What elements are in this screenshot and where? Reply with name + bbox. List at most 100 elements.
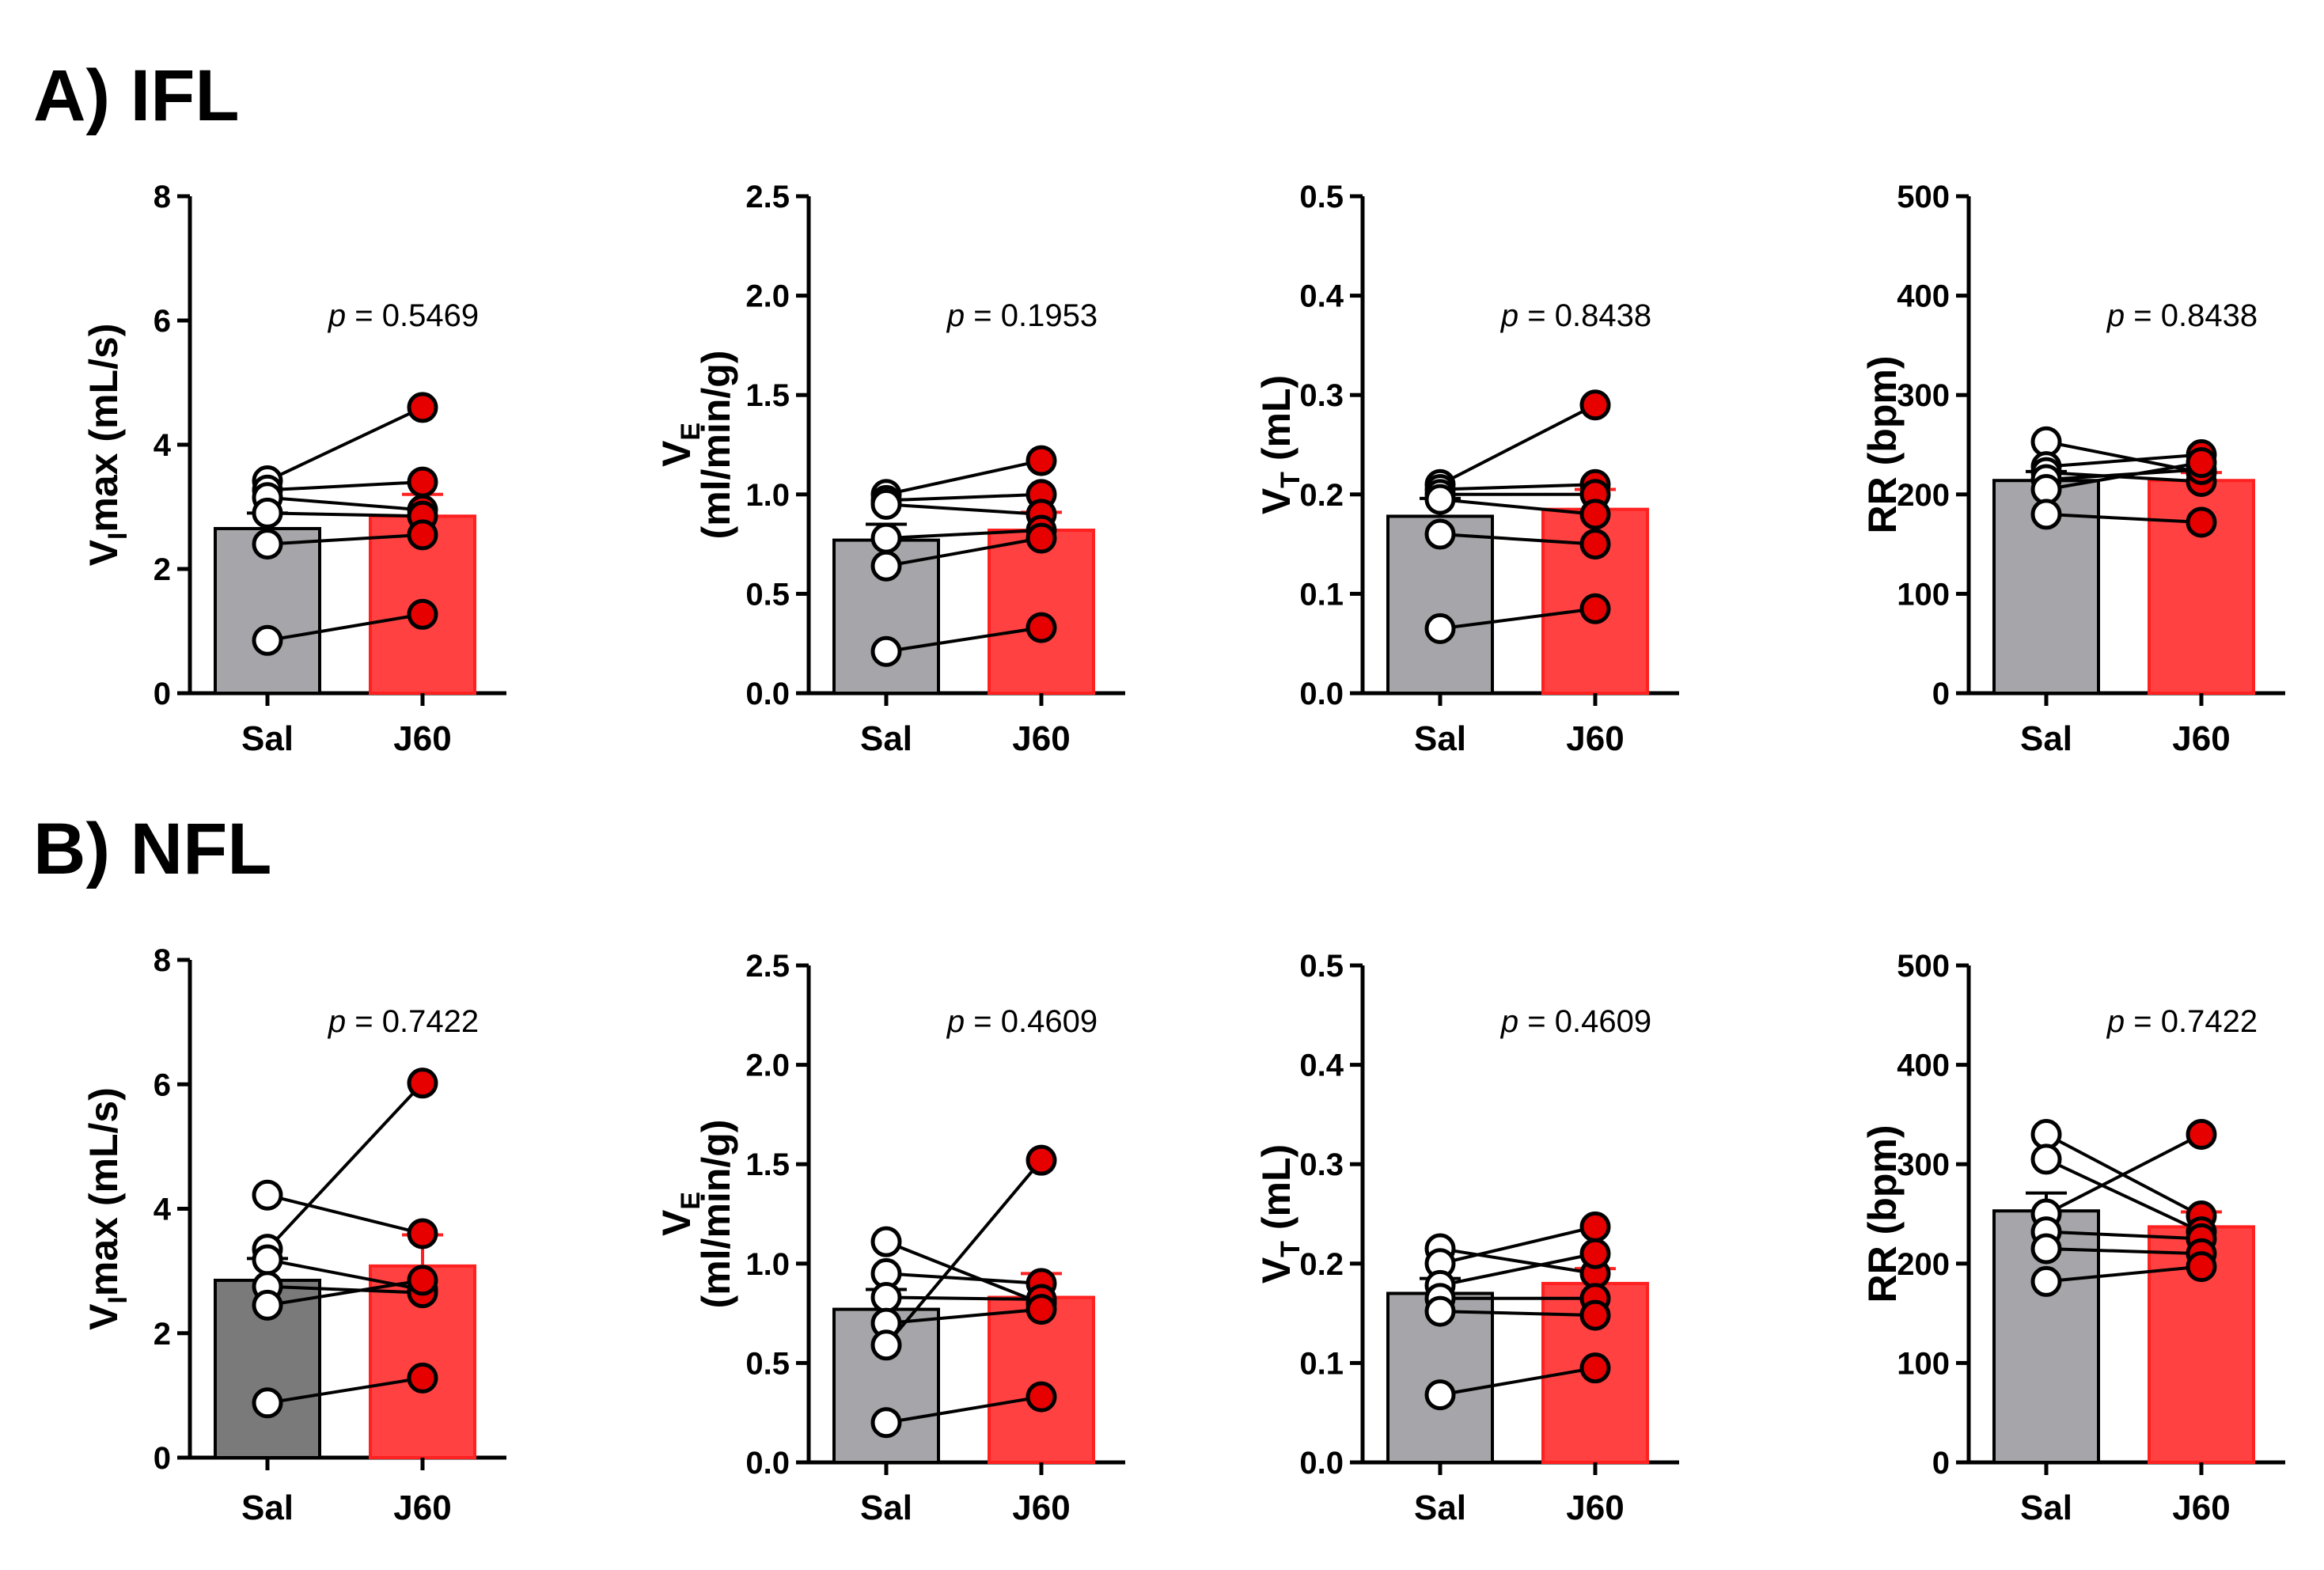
- y-axis-label: VT (mL): [1254, 1144, 1306, 1284]
- category-label: Sal: [241, 1488, 294, 1527]
- y-axis-label-sub: E: [676, 1192, 706, 1210]
- pair-line: [267, 1193, 423, 1235]
- p-value-number: = 0.1953: [965, 298, 1098, 333]
- y-tick-label: 1.0: [745, 478, 790, 513]
- y-tick-label: 0.5: [745, 1346, 790, 1381]
- pair-line: [1439, 607, 1596, 631]
- point-sal: [2030, 1233, 2062, 1265]
- y-tick-label: 1.0: [745, 1247, 790, 1282]
- y-tick-label: 6: [154, 304, 171, 339]
- y-tick-label: 0.3: [1299, 1147, 1344, 1182]
- point-sal: [252, 624, 283, 656]
- y-tick-label: 4: [154, 1193, 172, 1227]
- point-j60: [1026, 612, 1057, 643]
- point-sal: [870, 522, 902, 554]
- bar-j60: [988, 1295, 1095, 1465]
- p-value-number: = 0.4609: [1518, 1004, 1651, 1039]
- y-axis-label-rest: (mL): [1254, 1144, 1298, 1241]
- point-j60: [2186, 447, 2217, 479]
- point-sal: [870, 488, 902, 520]
- y-tick-label: 0.0: [1299, 1446, 1344, 1481]
- category-label: Sal: [1414, 719, 1466, 758]
- point-sal: [870, 1226, 902, 1257]
- category-label: J60: [1566, 719, 1624, 758]
- y-tick-label: 2.0: [745, 279, 790, 314]
- y-axis-label-main: RR (bpm): [1860, 1125, 1905, 1303]
- point-j60: [1579, 593, 1611, 624]
- y-axis-label-main: V: [654, 1209, 699, 1236]
- pair-line: [1439, 498, 1596, 516]
- pair-line: [885, 1295, 1042, 1302]
- y-axis-label: VImax (mL/s): [82, 324, 133, 567]
- y-tick-label: 4: [154, 428, 172, 463]
- y-tick-label: 100: [1897, 577, 1950, 612]
- point-sal: [2030, 1143, 2062, 1175]
- y-tick-label: 8: [154, 180, 171, 214]
- y-tick-label: 2.5: [745, 180, 790, 214]
- p-value-number: = 0.7422: [346, 1004, 479, 1039]
- pair-line: [885, 1240, 1042, 1305]
- point-j60: [407, 1362, 438, 1394]
- y-tick-label: 0: [1932, 1446, 1950, 1481]
- y-tick-label: 500: [1897, 180, 1950, 214]
- point-j60: [2186, 1119, 2217, 1151]
- y-tick-label: 0.3: [1299, 378, 1344, 413]
- p-value-number: = 0.4609: [965, 1004, 1098, 1039]
- y-tick-label: 500: [1897, 949, 1950, 984]
- y-axis-label-rest: (mL): [1254, 375, 1298, 472]
- category-label: Sal: [860, 1488, 912, 1527]
- point-j60: [1579, 1238, 1611, 1269]
- panel-4: 0 2 4 6 8 Sal J60 p = 0.7422 VImax (mL/s): [82, 943, 506, 1527]
- point-sal: [252, 529, 283, 560]
- y-tick-label: 200: [1897, 1247, 1950, 1282]
- point-sal: [252, 1387, 283, 1419]
- p-value-number: = 0.8438: [1518, 298, 1651, 333]
- point-j60: [1579, 389, 1611, 421]
- point-j60: [1026, 522, 1057, 554]
- category-label: Sal: [860, 719, 912, 758]
- pair-line: [267, 1376, 423, 1405]
- point-sal: [870, 635, 902, 667]
- y-axis-label: RR (bpm): [1860, 356, 1905, 534]
- pair-line: [885, 1307, 1042, 1325]
- p-value-symbol: p: [328, 1004, 346, 1039]
- category-label: J60: [2172, 1488, 2230, 1527]
- pair-line: [2045, 1265, 2202, 1284]
- point-sal: [252, 1244, 283, 1276]
- p-value-number: = 0.8438: [2125, 298, 2258, 333]
- p-value-symbol: p: [946, 298, 965, 333]
- pair-line: [885, 492, 1042, 502]
- y-axis-label-line2: (ml/min/g): [694, 351, 738, 540]
- point-j60: [407, 519, 438, 551]
- y-axis-label-main: V: [1254, 487, 1298, 514]
- p-value-symbol: p: [328, 298, 346, 333]
- category-label: J60: [2172, 719, 2230, 758]
- pair-line: [885, 537, 1042, 568]
- point-j60: [1579, 1352, 1611, 1384]
- y-axis-label: VT (mL): [1254, 375, 1306, 514]
- pair-line: [885, 502, 1042, 516]
- y-axis-label-line2: (ml/min/g): [694, 1120, 738, 1309]
- pair-line: [1439, 1366, 1596, 1397]
- pair-line: [2045, 1132, 2202, 1215]
- y-tick-label: 300: [1897, 1147, 1950, 1182]
- point-j60: [2186, 1251, 2217, 1283]
- point-j60: [407, 1265, 438, 1296]
- panel-7: 0 100 200 300 400 500 Sal J60 p = 0.7422 RR (bpm): [1860, 949, 2285, 1527]
- point-j60: [1579, 499, 1611, 530]
- pair-line: [2045, 512, 2202, 524]
- p-value: p = 0.1953: [946, 298, 1098, 333]
- y-tick-label: 0: [154, 677, 171, 711]
- point-sal: [1424, 484, 1456, 515]
- p-value-number: = 0.7422: [2125, 1004, 2258, 1039]
- y-axis-label-main: V: [654, 440, 699, 467]
- pair-line: [1439, 1310, 1596, 1318]
- y-axis-label-main: V: [1254, 1257, 1298, 1284]
- point-j60: [1579, 1211, 1611, 1242]
- pair-line: [2045, 1246, 2202, 1256]
- y-tick-label: 300: [1897, 378, 1950, 413]
- pair-line: [885, 459, 1042, 496]
- p-value-symbol: p: [2106, 298, 2125, 333]
- pair-line: [267, 1284, 423, 1295]
- point-j60: [407, 392, 438, 423]
